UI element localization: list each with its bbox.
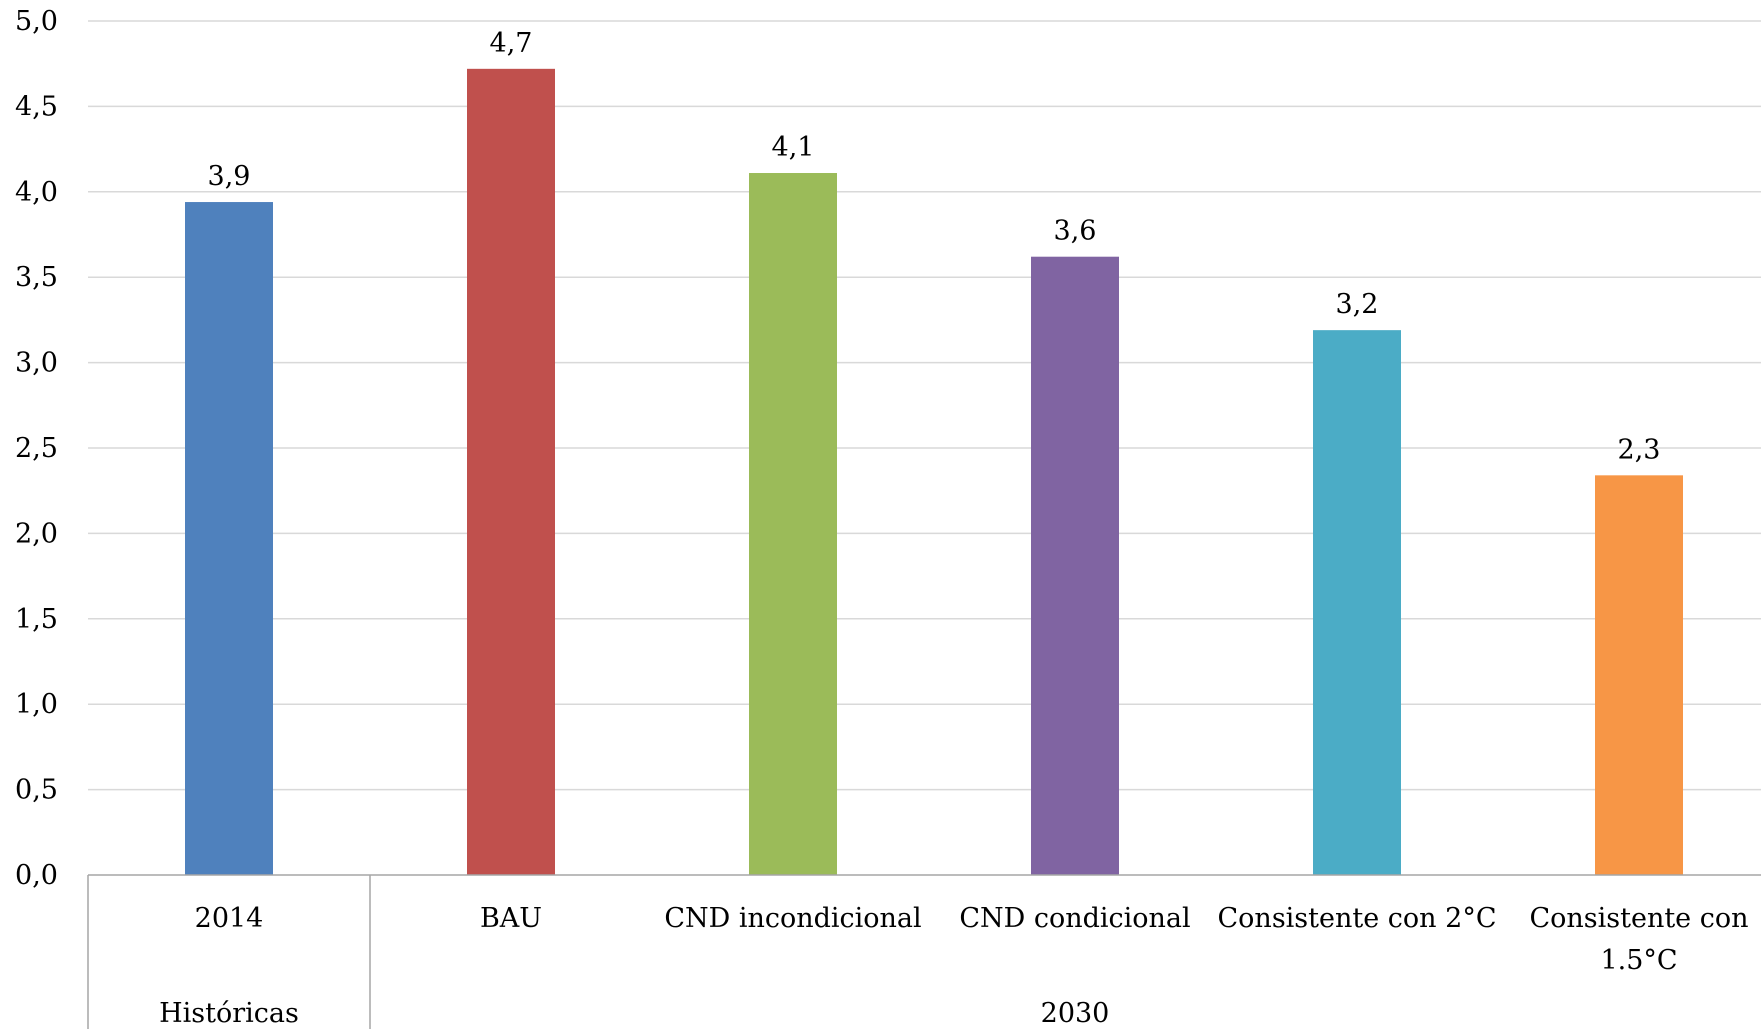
bar [749,173,837,876]
data-label: 3,6 [1054,216,1097,247]
data-label: 2,3 [1618,434,1661,465]
category-label: Consistente con [1529,903,1748,934]
y-tick-label: 4,0 [15,177,58,208]
gridlines [88,20,1761,791]
y-tick-label: 0,5 [15,775,58,806]
category-label: CND incondicional [664,903,921,934]
bar [467,68,555,876]
y-tick-label: 3,5 [15,262,58,293]
group-label: Históricas [159,998,299,1029]
category-label: CND condicional [959,903,1190,934]
category-label: 1.5°C [1600,945,1677,976]
data-label: 3,9 [208,161,251,192]
y-tick-label: 3,0 [15,348,58,379]
data-labels: 3,9 4,7 4,1 3,6 3,2 2,3 [208,28,1661,466]
bar [1595,475,1683,875]
y-tick-label: 1,0 [15,689,58,720]
category-label: 2014 [195,903,264,934]
y-tick-label: 5,0 [15,6,58,37]
bar [185,202,273,876]
bar [1313,330,1401,875]
data-label: 4,1 [772,132,815,163]
y-tick-label: 4,5 [15,91,58,122]
bar [1031,256,1119,876]
x-axis: 2014 BAU CND incondicional CND condicional C… [87,874,1761,1029]
y-tick-label: 0,0 [15,860,58,891]
data-label: 4,7 [490,28,533,59]
category-label: BAU [480,903,542,934]
y-tick-label: 1,5 [15,604,58,635]
y-axis: 0,0 0,5 1,0 1,5 2,0 2,5 3,0 3,5 4,0 4,5 5,0 [15,6,58,891]
category-label: Consistente con 2°C [1218,903,1497,934]
y-tick-label: 2,5 [15,433,58,464]
data-label: 3,2 [1336,289,1379,320]
group-label: 2030 [1041,998,1110,1029]
bars [185,68,1683,876]
y-tick-label: 2,0 [15,518,58,549]
